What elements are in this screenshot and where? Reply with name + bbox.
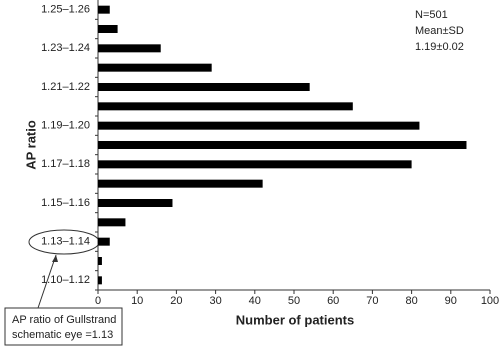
y-tick-label: 1.10–1.12 — [41, 274, 90, 286]
bar — [98, 63, 212, 72]
x-tick-label: 70 — [366, 295, 378, 307]
bar — [98, 102, 353, 111]
x-tick-label: 0 — [95, 295, 101, 307]
callout-box — [4, 307, 123, 346]
bar — [98, 121, 420, 130]
x-tick-label: 60 — [327, 295, 339, 307]
bar — [98, 44, 161, 53]
bar — [98, 5, 110, 14]
callout-text: AP ratio of Gullstrand — [12, 314, 116, 326]
bar — [98, 276, 102, 285]
y-tick-label: 1.17–1.18 — [41, 158, 90, 170]
y-tick-label: 1.25–1.26 — [41, 4, 90, 16]
x-tick-label: 10 — [131, 295, 143, 307]
x-tick-label: 30 — [209, 295, 221, 307]
x-tick-label: 100 — [481, 295, 499, 307]
y-tick-label: 1.13–1.14 — [41, 236, 90, 248]
bar — [98, 179, 263, 188]
stats-text: N=501 — [415, 9, 448, 21]
x-tick-label: 20 — [170, 295, 182, 307]
bar — [98, 25, 118, 33]
bar — [98, 141, 467, 149]
y-tick-label: 1.15–1.16 — [41, 197, 90, 209]
bar — [98, 218, 126, 227]
x-axis-label: Number of patients — [236, 312, 354, 327]
x-tick-label: 90 — [445, 295, 457, 307]
y-tick-label: 1.23–1.24 — [41, 42, 90, 54]
bar — [98, 199, 173, 207]
callout-text: schematic eye =1.13 — [12, 329, 113, 341]
y-tick-label: 1.19–1.20 — [41, 120, 90, 132]
stats-text: Mean±SD — [415, 25, 464, 37]
x-tick-label: 80 — [405, 295, 417, 307]
x-tick-label: 40 — [249, 295, 261, 307]
stats-text: 1.19±0.02 — [415, 41, 464, 53]
bar — [98, 160, 412, 169]
y-axis-label: AP ratio — [23, 120, 38, 170]
bar — [98, 257, 102, 265]
arrow-head — [52, 255, 58, 262]
x-tick-label: 50 — [288, 295, 300, 307]
y-tick-label: 1.21–1.22 — [41, 81, 90, 93]
callout-arrow — [37, 254, 57, 309]
bar — [98, 83, 310, 91]
bar — [98, 237, 110, 246]
